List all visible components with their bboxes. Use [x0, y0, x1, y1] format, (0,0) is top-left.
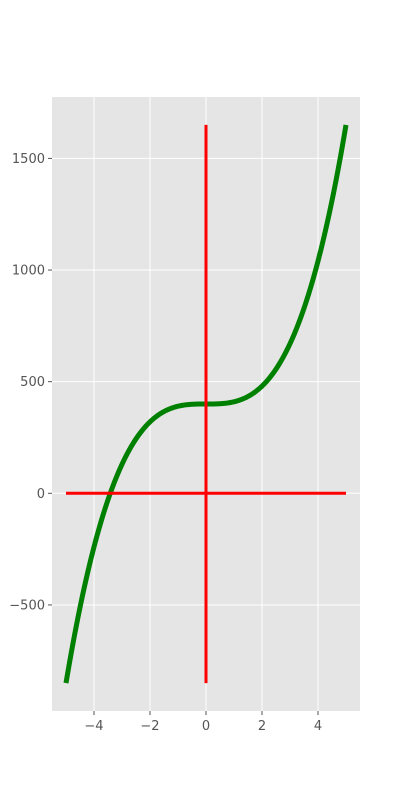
x-axis-ticks: −4 −2 0 2 4 [84, 711, 322, 734]
x-tick-label: −2 [140, 719, 159, 734]
x-tick-label: −4 [84, 719, 103, 734]
x-tick-label: 4 [314, 719, 322, 734]
x-tick-label: 0 [202, 719, 210, 734]
y-tick-label: 1500 [12, 152, 45, 167]
y-tick-label: 500 [20, 375, 45, 390]
x-tick-label: 2 [258, 719, 266, 734]
y-tick-label: −500 [9, 598, 45, 613]
y-tick-label: 1000 [12, 264, 45, 279]
y-axis-ticks: −500 0 500 1000 1500 [9, 152, 52, 613]
y-tick-label: 0 [37, 487, 45, 502]
reference-lines [66, 124, 346, 684]
